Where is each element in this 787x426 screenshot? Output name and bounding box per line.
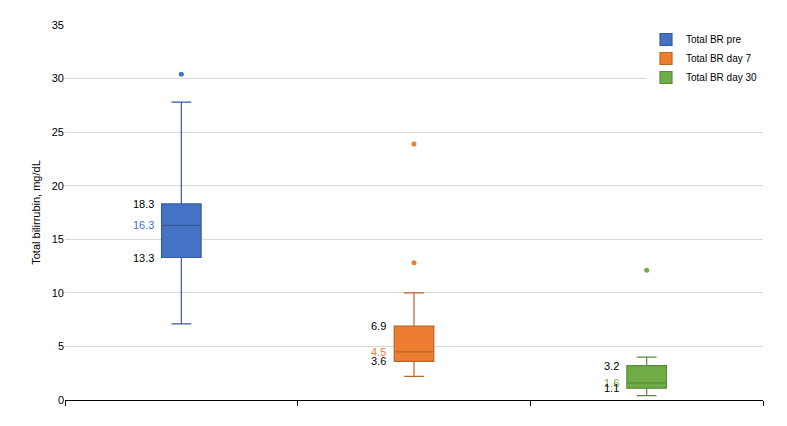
svg-text:6.9: 6.9 xyxy=(371,320,386,332)
svg-text:25: 25 xyxy=(52,126,64,138)
svg-text:Total BR day 7: Total BR day 7 xyxy=(686,53,751,64)
svg-text:20: 20 xyxy=(52,180,64,192)
svg-text:10: 10 xyxy=(52,287,64,299)
svg-text:1.6: 1.6 xyxy=(604,377,619,389)
svg-text:1.1: 1.1 xyxy=(604,382,619,394)
svg-text:4.5: 4.5 xyxy=(371,346,386,358)
svg-text:Total BR pre: Total BR pre xyxy=(686,34,741,45)
svg-text:0: 0 xyxy=(58,394,64,406)
svg-text:18.3: 18.3 xyxy=(133,198,154,210)
svg-text:13.3: 13.3 xyxy=(133,252,154,264)
svg-text:5: 5 xyxy=(58,340,64,352)
svg-text:Total bilirrubin, mg/dL: Total bilirrubin, mg/dL xyxy=(30,160,42,265)
svg-text:30: 30 xyxy=(52,72,64,84)
svg-text:3.6: 3.6 xyxy=(371,355,386,367)
svg-text:15: 15 xyxy=(52,233,64,245)
svg-text:16.3: 16.3 xyxy=(133,219,154,231)
svg-text:35: 35 xyxy=(52,19,64,31)
svg-text:Total BR day 30: Total BR day 30 xyxy=(686,72,757,83)
svg-text:3.2: 3.2 xyxy=(604,360,619,372)
